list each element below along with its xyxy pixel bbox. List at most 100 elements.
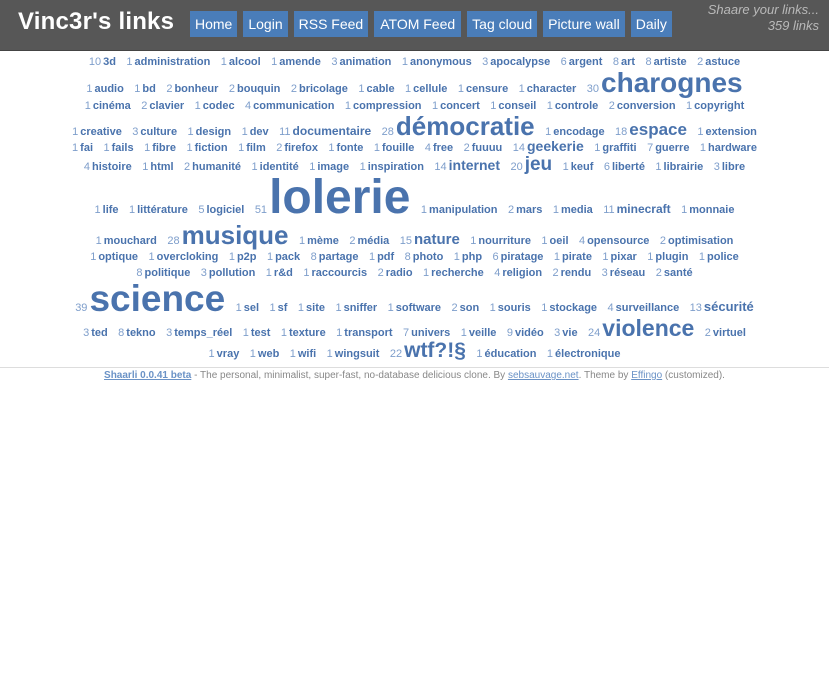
tag-link[interactable]: minecraft (616, 202, 671, 216)
tag-link[interactable]: web (257, 348, 280, 360)
tag-link[interactable]: anonymous (409, 56, 472, 68)
tag-link[interactable]: ted (91, 327, 108, 339)
tag-link[interactable]: 3d (103, 56, 116, 68)
tag-link[interactable]: mème (307, 235, 339, 247)
tag-link[interactable]: wingsuit (334, 348, 380, 360)
tag-link[interactable]: surveillance (615, 302, 680, 314)
tag-link[interactable]: fibre (152, 142, 177, 154)
tag-link[interactable]: artiste (653, 56, 687, 68)
tag-link[interactable]: fuuuu (471, 142, 503, 154)
tag-link[interactable]: wtf?!§ (404, 339, 466, 362)
tag-link[interactable]: image (317, 161, 350, 173)
tag-link[interactable]: bd (142, 83, 156, 95)
nav-home-button[interactable]: Home (190, 11, 238, 37)
tag-link[interactable]: éducation (484, 348, 537, 360)
tag-link[interactable]: dev (249, 126, 269, 138)
tag-link[interactable]: clavier (149, 100, 185, 112)
tag-link[interactable]: humanité (192, 161, 242, 173)
tag-link[interactable]: partage (318, 251, 359, 263)
tag-link[interactable]: cinéma (92, 100, 131, 112)
tag-link[interactable]: nourriture (478, 235, 531, 247)
nav-atom-feed-button[interactable]: ATOM Feed (374, 11, 462, 37)
tag-link[interactable]: graffiti (602, 142, 637, 154)
tag-link[interactable]: codec (202, 100, 235, 112)
tag-link[interactable]: culture (140, 126, 178, 138)
tag-link[interactable]: espace (629, 120, 687, 139)
tag-link[interactable]: conversion (616, 100, 676, 112)
tag-link[interactable]: pdf (377, 251, 395, 263)
nav-daily-button[interactable]: Daily (630, 11, 672, 37)
tag-link[interactable]: pollution (208, 267, 256, 279)
tag-link[interactable]: bricolage (298, 83, 348, 95)
tag-link[interactable]: liberté (611, 161, 645, 173)
tag-link[interactable]: bouquin (237, 83, 281, 95)
tag-link[interactable]: encodage (553, 126, 605, 138)
tag-link[interactable]: librairie (663, 161, 704, 173)
tag-link[interactable]: santé (663, 267, 693, 279)
tag-link[interactable]: apocalypse (490, 56, 551, 68)
tag-link[interactable]: animation (339, 56, 392, 68)
tag-link[interactable]: manipulation (429, 204, 498, 216)
tag-link[interactable]: administration (134, 56, 211, 68)
tag-link[interactable]: life (102, 204, 119, 216)
tag-link[interactable]: vidéo (514, 327, 544, 339)
tag-link[interactable]: plugin (655, 251, 689, 263)
tag-link[interactable]: logiciel (206, 204, 245, 216)
tag-link[interactable]: univers (411, 327, 451, 339)
tag-link[interactable]: overcloking (156, 251, 219, 263)
tag-link[interactable]: mars (516, 204, 543, 216)
tag-link[interactable]: cellule (413, 83, 448, 95)
tag-link[interactable]: science (89, 278, 226, 319)
tag-link[interactable]: free (432, 142, 454, 154)
tag-link[interactable]: argent (568, 56, 603, 68)
tag-link[interactable]: fiction (194, 142, 228, 154)
tag-link[interactable]: audio (94, 83, 124, 95)
tag-link[interactable]: jeu (524, 154, 553, 175)
tag-link[interactable]: oeil (549, 235, 569, 247)
tag-link[interactable]: identité (259, 161, 299, 173)
tag-link[interactable]: texture (289, 327, 326, 339)
tag-link[interactable]: lolerie (269, 171, 411, 224)
tag-link[interactable]: art (621, 56, 636, 68)
tag-link[interactable]: guerre (655, 142, 690, 154)
tag-link[interactable]: firefox (284, 142, 318, 154)
site-title[interactable]: Vinc3r's links (18, 8, 175, 35)
tag-link[interactable]: religion (502, 267, 543, 279)
tag-link[interactable]: histoire (92, 161, 132, 173)
tag-link[interactable]: p2p (236, 251, 257, 263)
tag-link[interactable]: charognes (601, 67, 743, 98)
tag-link[interactable]: pirate (562, 251, 592, 263)
tag-link[interactable]: électronique (555, 348, 621, 360)
tag-link[interactable]: sf (277, 302, 288, 314)
tag-link[interactable]: html (150, 161, 174, 173)
tag-link[interactable]: vie (562, 327, 578, 339)
tag-link[interactable]: optimisation (668, 235, 734, 247)
tag-link[interactable]: monnaie (689, 204, 735, 216)
tag-link[interactable]: design (195, 126, 232, 138)
tag-link[interactable]: fai (80, 142, 94, 154)
tag-link[interactable]: geekerie (526, 138, 584, 154)
tag-link[interactable]: optique (98, 251, 139, 263)
nav-login-button[interactable]: Login (243, 11, 288, 37)
tag-link[interactable]: fails (111, 142, 134, 154)
tag-link[interactable]: recherche (431, 267, 484, 279)
tag-link[interactable]: software (395, 302, 442, 314)
tag-link[interactable]: police (707, 251, 739, 263)
tag-link[interactable]: musique (181, 220, 289, 250)
tag-link[interactable]: wifi (297, 348, 317, 360)
tag-link[interactable]: rendu (560, 267, 592, 279)
tag-link[interactable]: r&d (273, 267, 293, 279)
tag-link[interactable]: vray (216, 348, 240, 360)
tag-link[interactable]: communication (253, 100, 335, 112)
tag-link[interactable]: inspiration (367, 161, 424, 173)
tag-link[interactable]: libre (721, 161, 746, 173)
tag-link[interactable]: politique (144, 267, 191, 279)
tag-link[interactable]: controle (554, 100, 599, 112)
tag-link[interactable]: média (357, 235, 390, 247)
tag-link[interactable]: extension (705, 126, 757, 138)
footer-app-link[interactable]: Shaarli 0.0.41 beta (104, 370, 192, 381)
tag-link[interactable]: sécurité (703, 299, 754, 314)
nav-rss-feed-button[interactable]: RSS Feed (293, 11, 369, 37)
nav-picture-wall-button[interactable]: Picture wall (543, 11, 625, 37)
tag-link[interactable]: alcool (228, 56, 261, 68)
